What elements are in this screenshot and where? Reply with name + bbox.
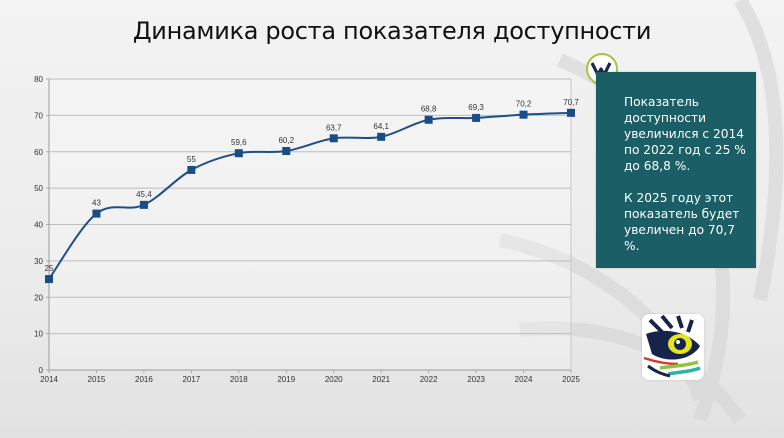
w-logo-icon	[591, 62, 612, 77]
page-title: Динамика роста показателя доступности	[132, 17, 652, 45]
info-paragraph-2: К 2025 году этот показатель будет увелич…	[624, 191, 740, 253]
tiger-eye-icon	[643, 314, 701, 378]
data-label: 70,2	[516, 100, 532, 109]
data-label: 68,8	[421, 105, 437, 114]
data-point-marker	[519, 110, 528, 119]
y-tick-label: 50	[34, 184, 43, 193]
x-tick-label: 2017	[182, 375, 200, 384]
data-label: 45,4	[136, 190, 152, 199]
x-tick-label: 2015	[88, 375, 106, 384]
data-point-marker	[139, 200, 148, 209]
x-tick-label: 2021	[372, 375, 390, 384]
data-point-marker	[377, 132, 386, 141]
y-tick-label: 0	[39, 366, 44, 375]
y-tick-label: 80	[34, 75, 43, 84]
y-tick-label: 40	[34, 221, 43, 230]
x-tick-label: 2014	[40, 375, 58, 384]
data-label: 69,3	[468, 103, 484, 112]
data-label: 63,7	[326, 123, 342, 132]
y-tick-label: 10	[34, 330, 43, 339]
data-label: 60,2	[278, 136, 294, 145]
data-point-marker	[234, 149, 243, 158]
x-tick-label: 2016	[135, 375, 153, 384]
data-point-marker	[472, 113, 481, 122]
tiger-logo	[642, 314, 704, 380]
y-tick-label: 30	[34, 257, 43, 266]
data-point-marker	[282, 147, 291, 156]
data-point-marker	[567, 108, 575, 117]
x-tick-label: 2019	[277, 375, 295, 384]
data-point-marker	[187, 165, 196, 174]
data-label: 43	[92, 199, 101, 208]
data-label: 25	[45, 264, 54, 273]
data-label: 70,7	[563, 98, 579, 107]
y-tick-label: 70	[34, 111, 43, 120]
info-paragraph-1: Показатель доступности увеличился с 2014…	[624, 95, 746, 173]
y-tick-label: 20	[34, 293, 43, 302]
info-panel: Показатель доступности увеличился с 2014…	[596, 72, 756, 268]
x-tick-label: 2018	[230, 375, 248, 384]
y-tick-label: 60	[34, 148, 43, 157]
data-point-marker	[329, 134, 338, 143]
x-tick-label: 2023	[467, 375, 485, 384]
x-tick-label: 2025	[562, 375, 580, 384]
x-tick-label: 2020	[325, 375, 343, 384]
data-point-marker	[424, 115, 433, 124]
data-point-marker	[92, 209, 101, 218]
x-tick-label: 2024	[515, 375, 533, 384]
data-point-marker	[45, 275, 53, 284]
x-tick-label: 2022	[420, 375, 438, 384]
data-label: 59,6	[231, 138, 247, 147]
data-label: 64,1	[373, 122, 389, 131]
data-label: 55	[187, 155, 196, 164]
